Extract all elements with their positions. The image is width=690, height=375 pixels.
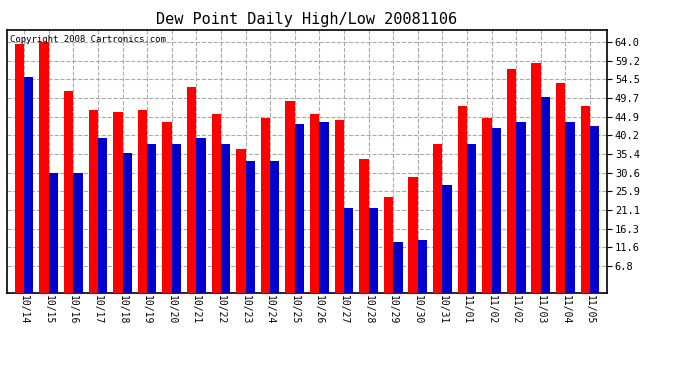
Bar	[433, 144, 442, 292]
Bar	[442, 185, 452, 292]
Bar	[138, 110, 147, 292]
Title: Dew Point Daily High/Low 20081106: Dew Point Daily High/Low 20081106	[157, 12, 457, 27]
Bar	[491, 128, 501, 292]
Text: Copyright 2008 Cartronics.com: Copyright 2008 Cartronics.com	[10, 35, 166, 44]
Bar	[335, 120, 344, 292]
Bar	[73, 173, 83, 292]
Bar	[393, 242, 402, 292]
Bar	[295, 124, 304, 292]
Bar	[270, 161, 279, 292]
Bar	[590, 126, 600, 292]
Bar	[467, 144, 476, 292]
Bar	[507, 69, 516, 292]
Bar	[344, 208, 353, 292]
Bar	[172, 144, 181, 292]
Bar	[197, 138, 206, 292]
Bar	[98, 138, 107, 292]
Bar	[417, 240, 427, 292]
Bar	[88, 110, 98, 292]
Bar	[482, 118, 491, 292]
Bar	[556, 83, 565, 292]
Bar	[408, 177, 417, 292]
Bar	[236, 150, 246, 292]
Bar	[147, 144, 157, 292]
Bar	[310, 114, 319, 292]
Bar	[359, 159, 368, 292]
Bar	[565, 122, 575, 292]
Bar	[123, 153, 132, 292]
Bar	[14, 44, 24, 292]
Bar	[580, 106, 590, 292]
Bar	[261, 118, 270, 292]
Bar	[162, 122, 172, 292]
Bar	[541, 97, 550, 292]
Bar	[457, 106, 467, 292]
Bar	[187, 87, 197, 292]
Bar	[212, 114, 221, 292]
Bar	[384, 196, 393, 292]
Bar	[319, 122, 328, 292]
Bar	[221, 144, 230, 292]
Bar	[39, 42, 49, 292]
Bar	[368, 208, 378, 292]
Bar	[246, 161, 255, 292]
Bar	[24, 77, 34, 292]
Bar	[531, 63, 541, 292]
Bar	[49, 173, 58, 292]
Bar	[113, 112, 123, 292]
Bar	[516, 122, 526, 292]
Bar	[286, 100, 295, 292]
Bar	[64, 91, 73, 292]
